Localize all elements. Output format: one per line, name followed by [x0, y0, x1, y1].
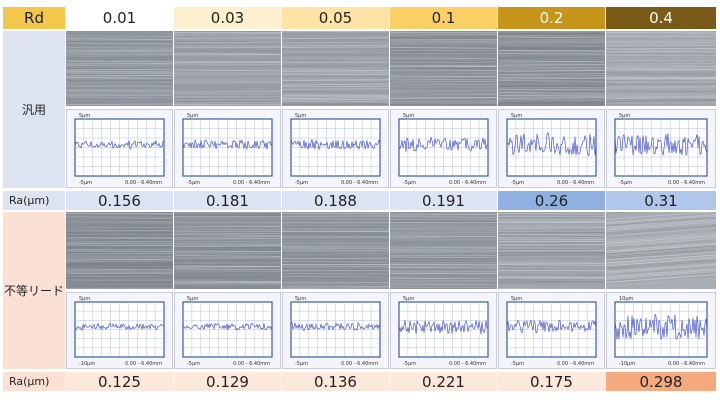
surface-photo: [66, 31, 173, 106]
roughness-profile-plot: 5μm -5μm 0.00 - 6.40mm: [174, 109, 281, 188]
plot-scale-bottom: -5μm: [511, 180, 524, 186]
ra-label-general: Ra(μm): [3, 191, 65, 210]
roughness-profile-plot: 5μm -5μm 0.00 - 6.40mm: [498, 109, 605, 188]
ra-label-variable-lead: Ra(μm): [3, 372, 65, 391]
ra-value: 0.181: [174, 191, 281, 210]
ra-value: 0.298: [606, 372, 716, 391]
ra-value: 0.26: [498, 191, 605, 210]
ra-value: 0.191: [390, 191, 497, 210]
plot-scale-top: 10μm: [619, 296, 634, 302]
plot-range: 0.00 - 6.40mm: [341, 361, 378, 367]
surface-photo: [498, 31, 605, 106]
plot-scale-top: 5μm: [511, 296, 522, 302]
plot-scale-top: 5μm: [619, 113, 630, 119]
row-label-variable-lead: 不等リード: [3, 212, 65, 369]
plot-scale-top: 5μm: [403, 113, 414, 119]
plot-range: 0.00 - 6.40mm: [233, 361, 270, 367]
plot-scale-top: 5μm: [403, 296, 414, 302]
roughness-profile-plot: 5μm -5μm 0.00 - 6.40mm: [282, 292, 389, 369]
plot-scale-top: 5μm: [511, 113, 522, 119]
roughness-profile-plot: 5μm -5μm 0.00 - 6.40mm: [390, 109, 497, 188]
plot-scale-bottom: -5μm: [79, 180, 92, 186]
surface-photo: [66, 212, 173, 289]
plot-range: 0.00 - 6.40mm: [125, 361, 162, 367]
row-label-general: 汎用: [3, 31, 65, 188]
rd-column-header: 0.03: [174, 7, 281, 29]
rd-column-header: 0.2: [498, 7, 605, 29]
plot-range: 0.00 - 6.40mm: [668, 361, 705, 367]
surface-photo: [174, 31, 281, 106]
plot-scale-bottom: -10μm: [79, 361, 95, 367]
ra-value: 0.156: [66, 191, 173, 210]
ra-value: 0.175: [498, 372, 605, 391]
plot-scale-bottom: -5μm: [187, 361, 200, 367]
plot-scale-top: 5μm: [187, 296, 198, 302]
rd-column-header: 0.4: [606, 7, 716, 29]
rd-column-header: 0.01: [66, 7, 173, 29]
surface-photo: [174, 212, 281, 289]
roughness-profile-plot: 5μm -5μm 0.00 - 6.40mm: [66, 109, 173, 188]
roughness-profile-plot: 5μm -5μm 0.00 - 6.40mm: [606, 109, 716, 188]
rd-header-label: Rd: [3, 7, 65, 29]
ra-value: 0.221: [390, 372, 497, 391]
roughness-profile-plot: 5μm -5μm 0.00 - 6.40mm: [498, 292, 605, 369]
ra-value: 0.125: [66, 372, 173, 391]
rd-column-header: 0.05: [282, 7, 389, 29]
ra-value: 0.31: [606, 191, 716, 210]
plot-range: 0.00 - 6.40mm: [449, 361, 486, 367]
surface-photo: [606, 31, 716, 106]
plot-scale-bottom: -5μm: [403, 361, 416, 367]
plot-range: 0.00 - 6.40mm: [449, 180, 486, 186]
ra-value: 0.188: [282, 191, 389, 210]
plot-scale-bottom: -5μm: [187, 180, 200, 186]
plot-scale-bottom: -10μm: [619, 361, 635, 367]
plot-scale-top: 5μm: [79, 296, 90, 302]
plot-scale-bottom: -5μm: [403, 180, 416, 186]
rd-column-header: 0.1: [390, 7, 497, 29]
roughness-profile-plot: 5μm -5μm 0.00 - 6.40mm: [390, 292, 497, 369]
plot-scale-top: 5μm: [295, 113, 306, 119]
ra-value: 0.129: [174, 372, 281, 391]
ra-value: 0.136: [282, 372, 389, 391]
plot-range: 0.00 - 6.40mm: [557, 180, 594, 186]
surface-photo: [606, 212, 716, 289]
surface-photo: [282, 212, 389, 289]
roughness-profile-plot: 5μm -5μm 0.00 - 6.40mm: [282, 109, 389, 188]
plot-scale-bottom: -5μm: [619, 180, 632, 186]
plot-range: 0.00 - 6.40mm: [341, 180, 378, 186]
plot-range: 0.00 - 6.40mm: [668, 180, 705, 186]
plot-scale-bottom: -5μm: [295, 180, 308, 186]
plot-range: 0.00 - 6.40mm: [125, 180, 162, 186]
surface-photo: [390, 212, 497, 289]
roughness-profile-plot: 5μm -5μm 0.00 - 6.40mm: [174, 292, 281, 369]
plot-scale-top: 5μm: [187, 113, 198, 119]
plot-scale-top: 5μm: [295, 296, 306, 302]
plot-scale-bottom: -5μm: [511, 361, 524, 367]
plot-range: 0.00 - 6.40mm: [233, 180, 270, 186]
plot-scale-bottom: -5μm: [295, 361, 308, 367]
plot-scale-top: 5μm: [79, 113, 90, 119]
surface-photo: [498, 212, 605, 289]
surface-photo: [282, 31, 389, 106]
roughness-profile-plot: 5μm -10μm 0.00 - 6.40mm: [66, 292, 173, 369]
plot-range: 0.00 - 6.40mm: [557, 361, 594, 367]
roughness-profile-plot: 10μm -10μm 0.00 - 6.40mm: [606, 292, 716, 369]
surface-photo: [390, 31, 497, 106]
